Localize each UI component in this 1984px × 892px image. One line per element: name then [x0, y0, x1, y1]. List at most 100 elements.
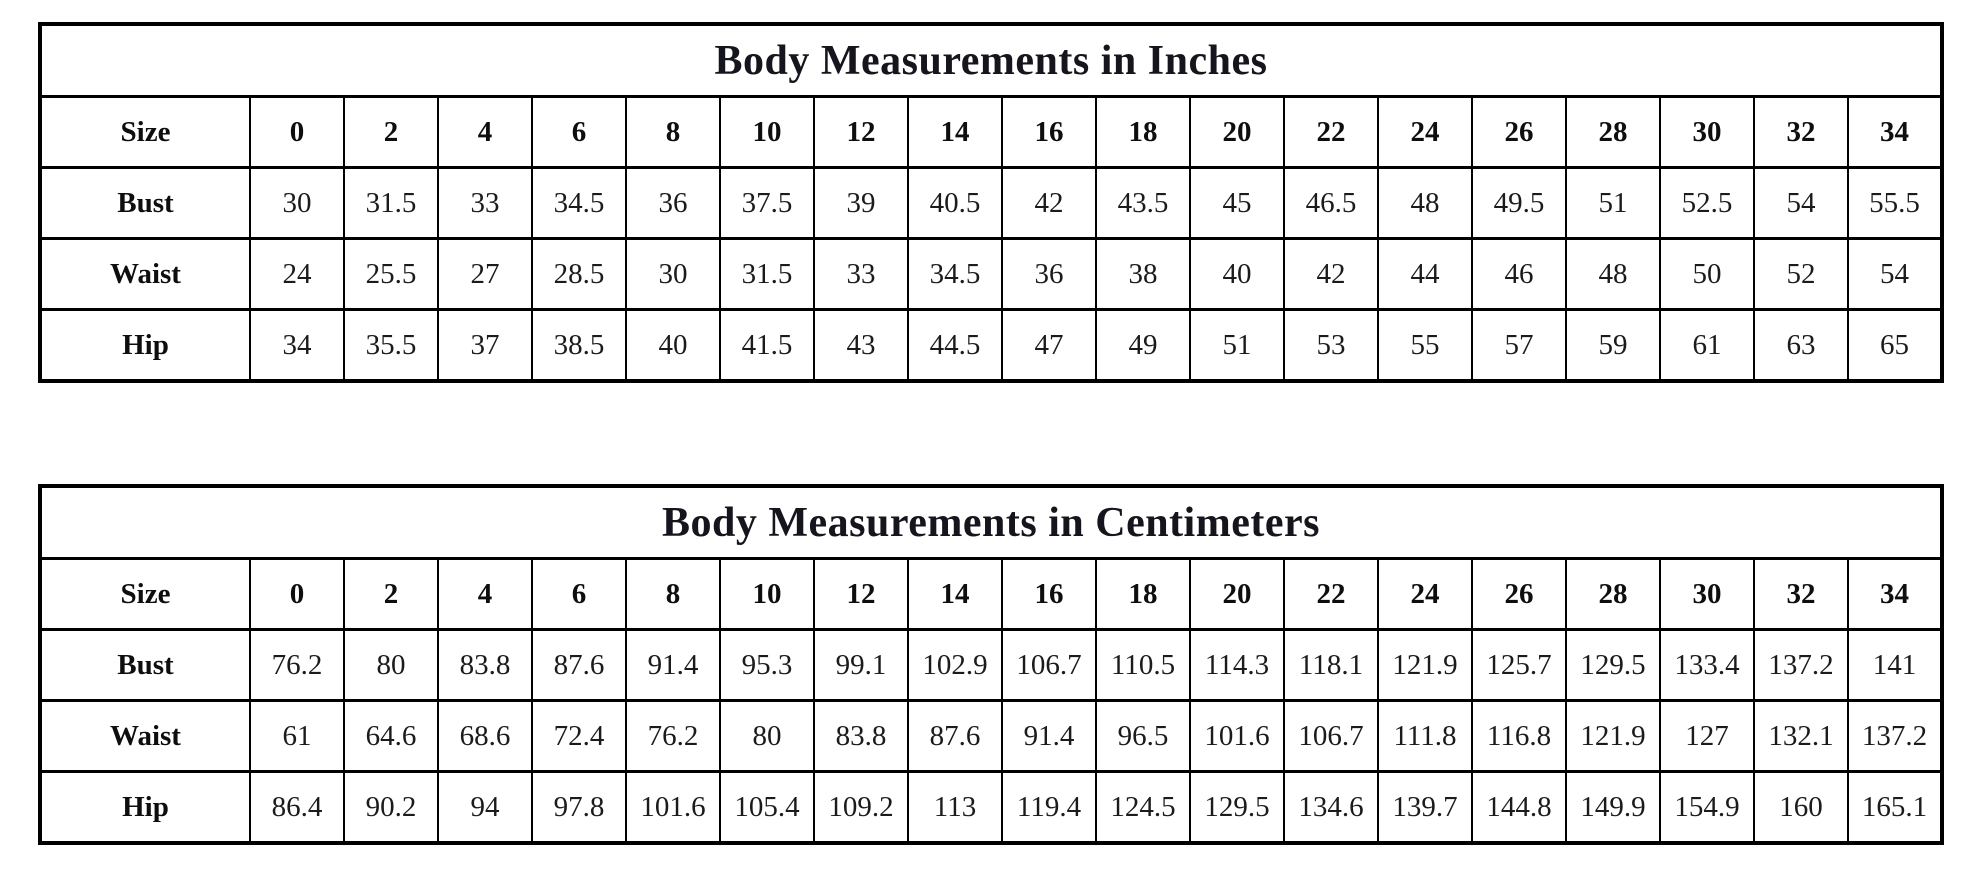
size-header-cell: 12: [813, 557, 909, 631]
measurement-cell: 87.6: [907, 699, 1003, 773]
measurement-cell: 36: [625, 166, 721, 240]
measurement-cell: 64.6: [343, 699, 439, 773]
size-header-cell: 4: [437, 95, 533, 169]
measurement-cell: 34: [249, 308, 345, 383]
measurement-cell: 34.5: [907, 237, 1003, 311]
measurement-cell: 25.5: [343, 237, 439, 311]
measurement-cell: 101.6: [1189, 699, 1285, 773]
size-header-cell: 30: [1659, 557, 1755, 631]
measurement-cell: 24: [249, 237, 345, 311]
size-header-cell: 18: [1095, 557, 1191, 631]
row-label-bust: Bust: [39, 628, 251, 702]
measurement-cell: 40: [1189, 237, 1285, 311]
size-header-cell: 2: [343, 95, 439, 169]
size-header-cell: 6: [531, 95, 627, 169]
table-title: Body Measurements in Centimeters: [39, 484, 1943, 560]
measurement-cell: 43: [813, 308, 909, 383]
measurement-cell: 34.5: [531, 166, 627, 240]
measurement-cell: 43.5: [1095, 166, 1191, 240]
measurement-cell: 76.2: [249, 628, 345, 702]
measurement-cell: 52.5: [1659, 166, 1755, 240]
measurement-cell: 132.1: [1753, 699, 1849, 773]
size-header-cell: 30: [1659, 95, 1755, 169]
measurement-cell: 30: [625, 237, 721, 311]
measurement-cell: 94: [437, 770, 533, 845]
measurement-cell: 47: [1001, 308, 1097, 383]
size-header-cell: 8: [625, 95, 721, 169]
size-header-cell: 22: [1283, 557, 1379, 631]
measurement-cell: 91.4: [1001, 699, 1097, 773]
measurement-cell: 83.8: [813, 699, 909, 773]
measurement-cell: 37.5: [719, 166, 815, 240]
measurement-cell: 101.6: [625, 770, 721, 845]
body-measurements-inches-table: Body Measurements in Inches Size 0 2 4 6 8 10 12…: [38, 22, 1944, 383]
measurement-cell: 106.7: [1001, 628, 1097, 702]
measurement-cell: 54: [1753, 166, 1849, 240]
measurement-cell: 42: [1001, 166, 1097, 240]
measurement-cell: 51: [1189, 308, 1285, 383]
measurement-cell: 86.4: [249, 770, 345, 845]
size-header-cell: 4: [437, 557, 533, 631]
measurement-cell: 121.9: [1377, 628, 1473, 702]
size-header-cell: 20: [1189, 557, 1285, 631]
measurement-cell: 144.8: [1471, 770, 1567, 845]
measurement-cell: 99.1: [813, 628, 909, 702]
measurement-cell: 52: [1753, 237, 1849, 311]
measurement-cell: 114.3: [1189, 628, 1285, 702]
measurement-cell: 37: [437, 308, 533, 383]
measurement-cell: 134.6: [1283, 770, 1379, 845]
measurement-cell: 149.9: [1565, 770, 1661, 845]
measurement-cell: 87.6: [531, 628, 627, 702]
measurement-cell: 44.5: [907, 308, 1003, 383]
size-header-cell: 18: [1095, 95, 1191, 169]
measurement-cell: 121.9: [1565, 699, 1661, 773]
measurement-cell: 40: [625, 308, 721, 383]
measurement-cell: 44: [1377, 237, 1473, 311]
measurement-cell: 129.5: [1565, 628, 1661, 702]
size-header-cell: 34: [1847, 557, 1943, 631]
size-header-cell: 12: [813, 95, 909, 169]
measurement-cell: 106.7: [1283, 699, 1379, 773]
measurement-cell: 111.8: [1377, 699, 1473, 773]
measurement-cell: 55: [1377, 308, 1473, 383]
measurement-cell: 46: [1471, 237, 1567, 311]
size-header-cell: 24: [1377, 95, 1473, 169]
measurement-cell: 80: [343, 628, 439, 702]
measurement-cell: 110.5: [1095, 628, 1191, 702]
measurement-cell: 154.9: [1659, 770, 1755, 845]
measurement-cell: 139.7: [1377, 770, 1473, 845]
measurement-cell: 129.5: [1189, 770, 1285, 845]
measurement-cell: 31.5: [719, 237, 815, 311]
measurement-cell: 59: [1565, 308, 1661, 383]
size-header-cell: 8: [625, 557, 721, 631]
measurement-cell: 57: [1471, 308, 1567, 383]
measurement-cell: 97.8: [531, 770, 627, 845]
size-header-cell: 16: [1001, 557, 1097, 631]
measurement-cell: 91.4: [625, 628, 721, 702]
measurement-cell: 124.5: [1095, 770, 1191, 845]
measurement-cell: 53: [1283, 308, 1379, 383]
measurement-cell: 160: [1753, 770, 1849, 845]
measurement-cell: 42: [1283, 237, 1379, 311]
measurement-cell: 63: [1753, 308, 1849, 383]
measurement-cell: 125.7: [1471, 628, 1567, 702]
measurement-cell: 27: [437, 237, 533, 311]
size-header-cell: 26: [1471, 557, 1567, 631]
size-chart-page: Body Measurements in Inches Size 0 2 4 6 8 10 12…: [38, 22, 1944, 845]
measurement-cell: 40.5: [907, 166, 1003, 240]
measurement-cell: 35.5: [343, 308, 439, 383]
size-header-cell: 28: [1565, 557, 1661, 631]
measurement-cell: 28.5: [531, 237, 627, 311]
measurement-cell: 137.2: [1753, 628, 1849, 702]
size-header-cell: 14: [907, 557, 1003, 631]
measurement-cell: 72.4: [531, 699, 627, 773]
measurement-cell: 36: [1001, 237, 1097, 311]
size-header-cell: 0: [249, 557, 345, 631]
size-header-cell: 34: [1847, 95, 1943, 169]
measurement-cell: 46.5: [1283, 166, 1379, 240]
measurement-cell: 95.3: [719, 628, 815, 702]
measurement-cell: 48: [1377, 166, 1473, 240]
measurement-cell: 61: [1659, 308, 1755, 383]
measurement-cell: 30: [249, 166, 345, 240]
size-corner-label: Size: [39, 95, 251, 169]
